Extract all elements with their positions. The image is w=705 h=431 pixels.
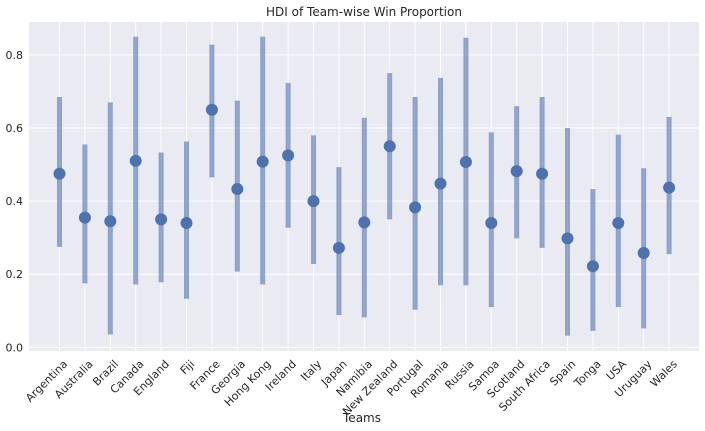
x-tick-label: Spain (547, 358, 578, 389)
y-tick-label: 0.0 (6, 341, 24, 354)
mean-point-italy (307, 195, 320, 208)
y-axis-ticks: 0.0 0.2 0.4 0.6 0.8 (6, 49, 24, 354)
x-tick-label: Tonga (571, 358, 604, 391)
mean-point-romania (434, 177, 447, 190)
mean-points (53, 103, 676, 273)
chart-title: HDI of Team-wise Win Proportion (266, 5, 462, 19)
mean-point-new-zealand (383, 140, 396, 153)
mean-point-fiji (180, 217, 193, 230)
mean-point-argentina (53, 167, 66, 180)
mean-point-hong-kong (256, 155, 269, 168)
mean-point-south-africa (536, 167, 549, 180)
mean-point-uruguay (637, 247, 650, 260)
x-tick-label: Fiji (178, 358, 198, 378)
x-axis-label: Teams (342, 411, 381, 425)
mean-point-scotland (510, 165, 523, 178)
mean-point-samoa (485, 217, 498, 230)
mean-point-japan (332, 241, 345, 254)
y-tick-label: 0.6 (6, 122, 24, 135)
mean-point-namibia (358, 216, 371, 229)
mean-point-england (155, 213, 168, 226)
mean-point-ireland (282, 149, 295, 162)
mean-point-brazil (104, 215, 117, 228)
mean-point-spain (561, 232, 574, 245)
mean-point-georgia (231, 183, 244, 196)
x-tick-label: Wales (648, 357, 680, 389)
y-tick-label: 0.8 (6, 49, 24, 62)
mean-point-tonga (586, 260, 599, 273)
mean-point-russia (459, 156, 472, 169)
mean-point-usa (612, 217, 625, 230)
mean-point-portugal (409, 201, 422, 214)
mean-point-australia (78, 211, 91, 224)
mean-point-france (205, 103, 218, 116)
mean-point-canada (129, 154, 142, 167)
y-tick-label: 0.2 (6, 268, 24, 281)
y-tick-label: 0.4 (6, 195, 24, 208)
mean-point-wales (663, 181, 676, 194)
